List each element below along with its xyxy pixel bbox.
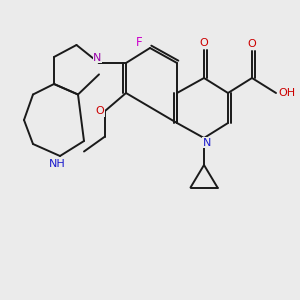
Text: F: F <box>136 35 143 49</box>
Text: OH: OH <box>278 88 295 98</box>
Text: N: N <box>93 52 102 63</box>
Text: N: N <box>203 137 211 148</box>
Text: O: O <box>95 106 104 116</box>
Text: O: O <box>200 38 208 48</box>
Text: O: O <box>248 39 256 50</box>
Text: NH: NH <box>49 159 65 170</box>
